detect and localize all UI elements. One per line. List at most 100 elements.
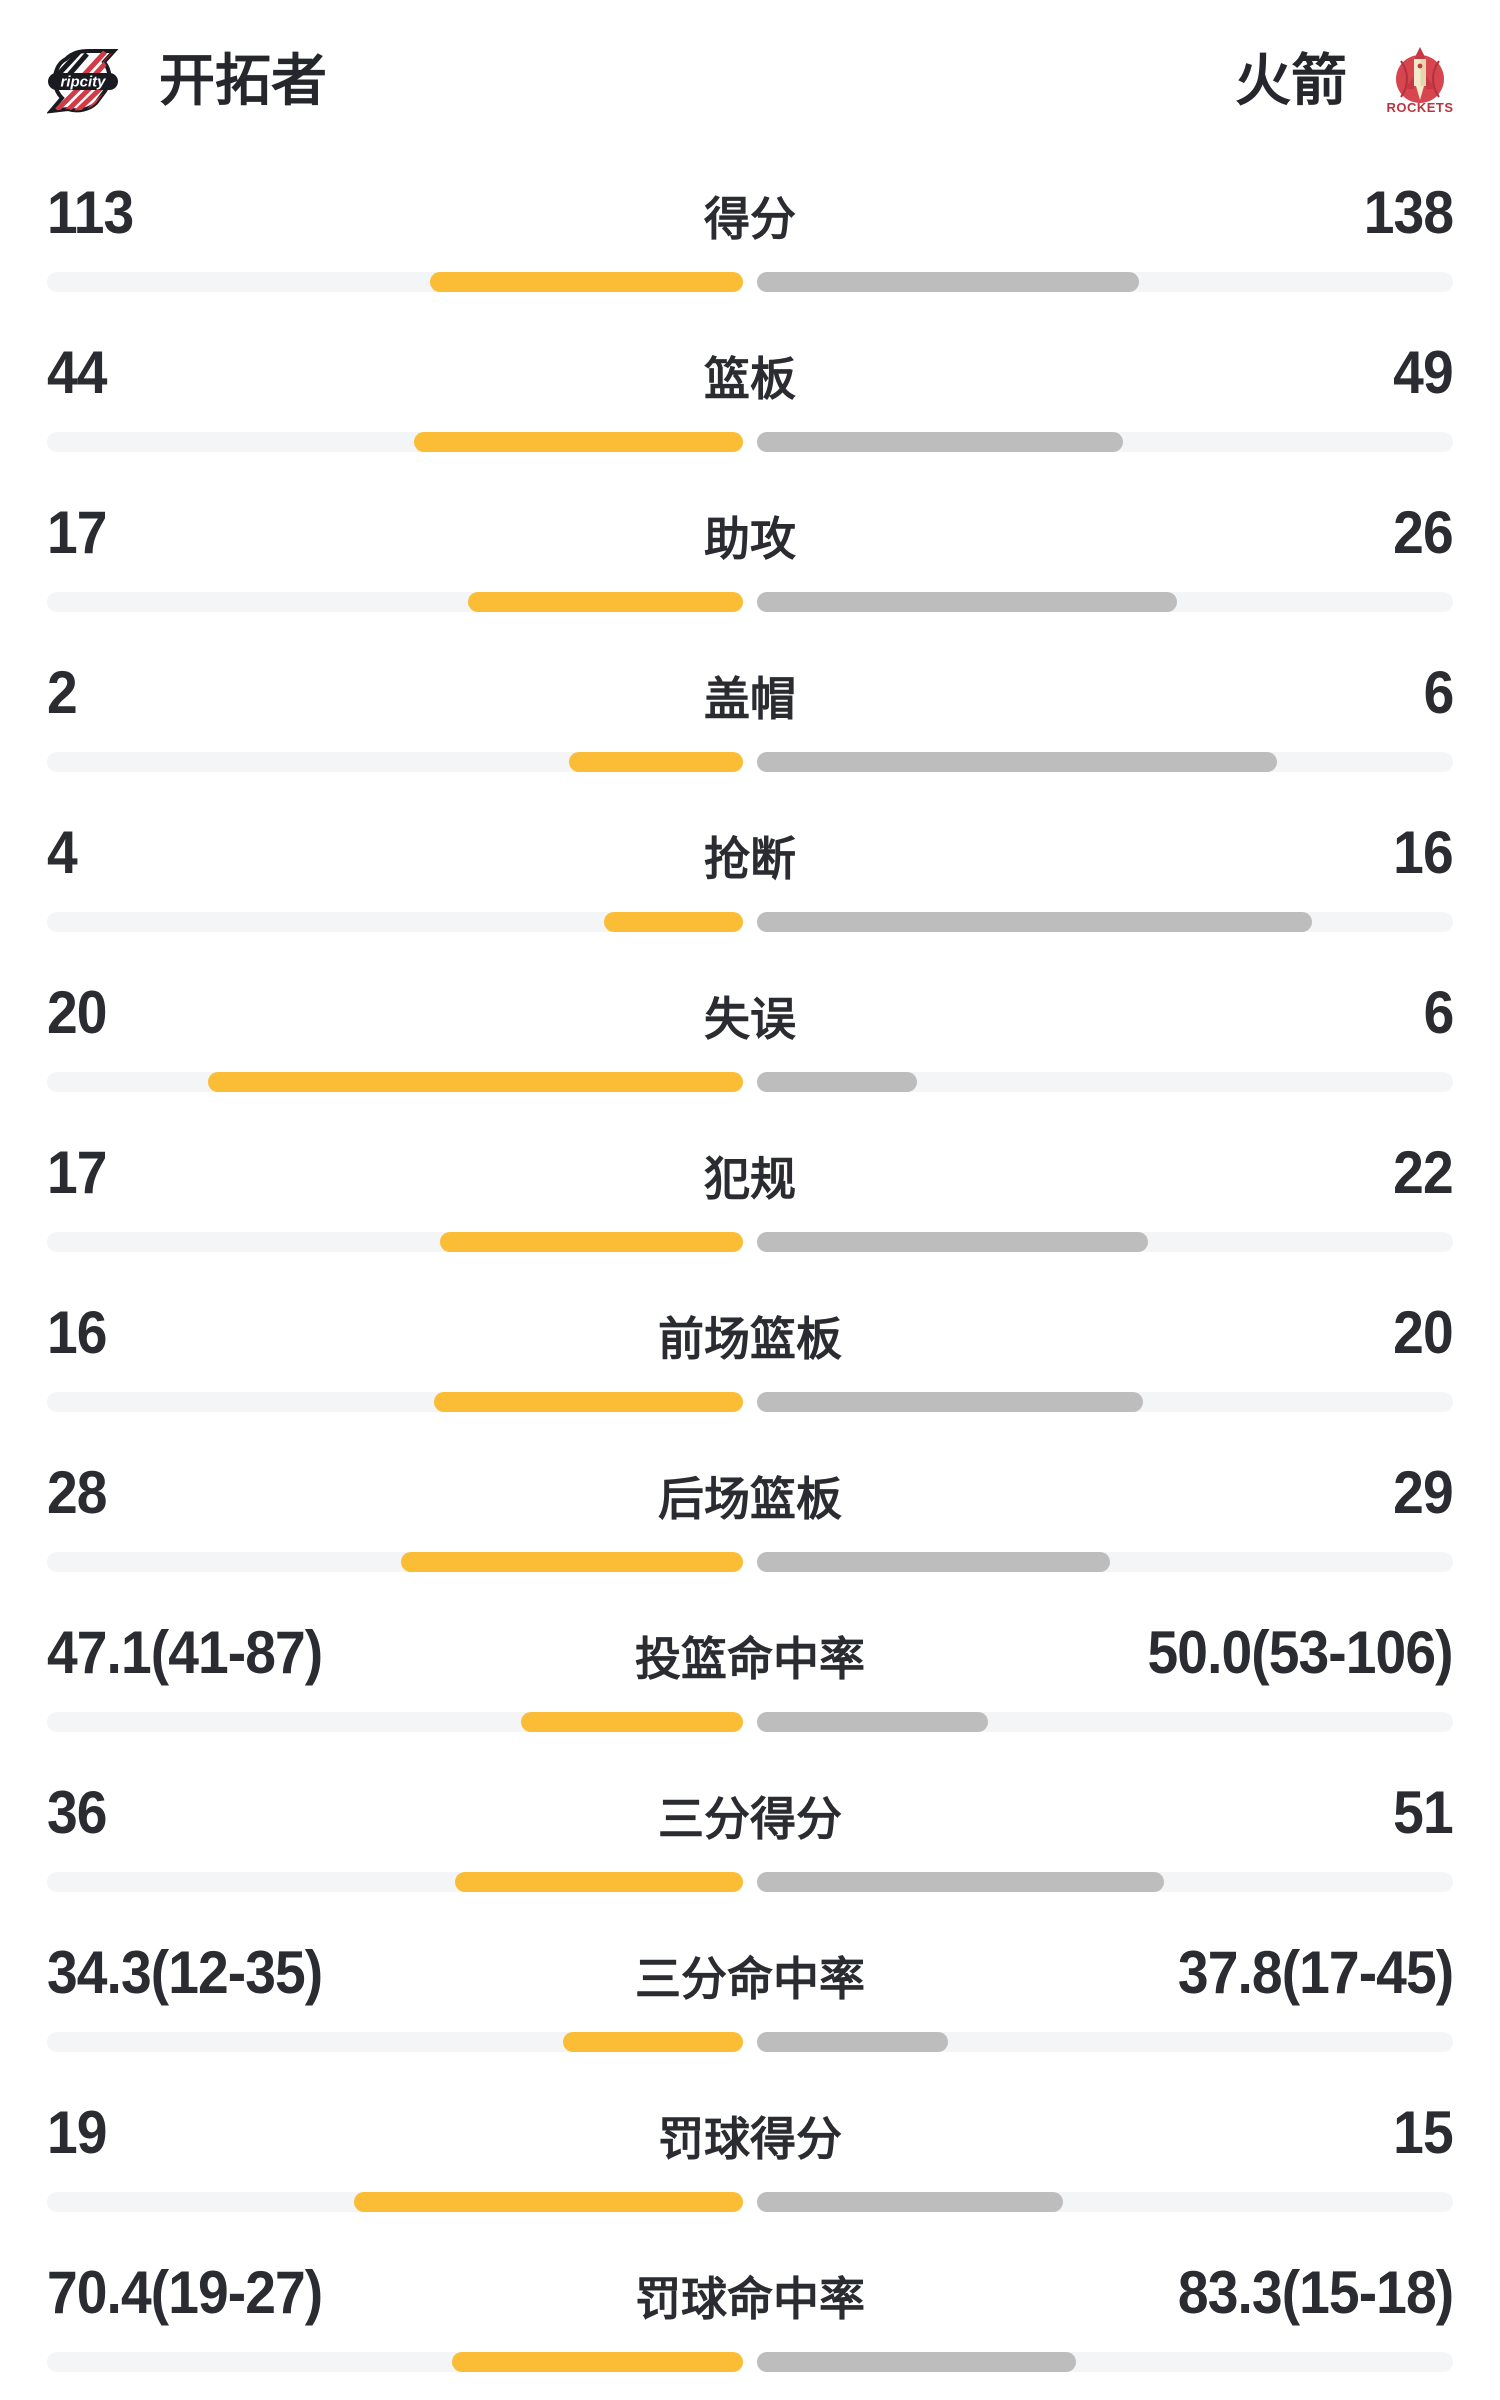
header: ripcity 开拓者 火箭 ROCKETS [47,44,1453,118]
right-team-value: 22 [1393,1139,1453,1206]
stat-bar-track [47,1552,1453,1572]
left-bar-track [47,912,743,932]
left-team-bar [433,1392,743,1412]
right-bar-track [757,1872,1453,1892]
stat-row: 28 后场篮板 29 [47,1420,1454,1580]
right-team-bar [757,1232,1149,1252]
right-team-bar [757,1392,1144,1412]
left-bar-track [47,272,743,292]
stat-label: 前场篮板 [658,1313,842,1365]
right-team-value: 51 [1393,1779,1453,1846]
stat-row: 20 失误 6 [47,940,1454,1100]
right-team-bar [757,1552,1110,1572]
right-team-bar [757,1712,989,1732]
right-team-header[interactable]: 火箭 ROCKETS [1235,44,1453,118]
left-team-value: 20 [47,979,107,1046]
right-team-value: 138 [1363,179,1454,246]
stat-bar-track [47,432,1453,452]
left-team-bar [468,592,743,612]
right-bar-track [757,2032,1453,2052]
stat-row: 36 三分得分 51 [47,1740,1454,1900]
stat-label: 投篮命中率 [635,1633,865,1685]
stat-row: 34.3(12-35) 三分命中率 37.8(17-45) [47,1900,1454,2060]
right-team-bar [757,432,1124,452]
left-bar-track [47,752,743,772]
stat-row: 70.4(19-27) 罚球命中率 83.3(15-18) [47,2220,1454,2380]
right-bar-track [757,1392,1453,1412]
right-team-value: 6 [1423,659,1454,726]
right-team-value: 83.3(15-18) [1177,2259,1454,2326]
right-team-value: 29 [1393,1459,1453,1526]
stat-bar-track [47,752,1453,772]
right-team-value: 50.0(53-106) [1147,1619,1454,1686]
right-bar-track [757,1552,1453,1572]
right-team-bar [757,2352,1076,2372]
right-team-value: 20 [1393,1299,1453,1366]
left-team-bar [452,2352,743,2372]
rockets-logo-icon: ROCKETS [1387,47,1453,115]
stat-bar-track [47,1232,1453,1252]
left-bar-track [47,1552,743,1572]
right-bar-track [757,1712,1453,1732]
left-team-bar [520,1712,743,1732]
stat-label: 罚球命中率 [635,2273,865,2325]
left-team-bar [439,1232,743,1252]
stat-row: 113 得分 138 [47,140,1454,300]
left-team-value: 2 [47,659,78,726]
left-team-value: 17 [47,499,107,566]
stat-row: 4 抢断 16 [47,780,1454,940]
left-bar-track [47,1392,743,1412]
left-team-value: 16 [47,1299,107,1366]
stat-row: 16 前场篮板 20 [47,1260,1454,1420]
left-team-header[interactable]: ripcity 开拓者 [47,44,327,118]
left-team-value: 113 [47,179,134,246]
right-team-bar [757,272,1140,292]
stat-label: 三分得分 [658,1793,842,1845]
left-bar-track [47,592,743,612]
left-team-value: 34.3(12-35) [47,1939,323,2006]
left-team-bar [569,752,743,772]
stat-bar-track [47,1712,1453,1732]
left-team-name: 开拓者 [159,49,327,112]
left-team-bar [603,912,743,932]
left-bar-track [47,2192,743,2212]
right-team-bar [757,1872,1165,1892]
right-team-name: 火箭 [1235,49,1347,112]
stat-row: 2 盖帽 6 [47,620,1454,780]
stat-row: 17 犯规 22 [47,1100,1454,1260]
left-team-value: 4 [47,819,78,886]
stat-row: 44 篮板 49 [47,300,1454,460]
left-team-value: 36 [47,1779,107,1846]
stat-label: 失误 [704,993,796,1045]
right-bar-track [757,2192,1453,2212]
stat-label: 得分 [704,193,796,245]
stat-bar-track [47,2032,1453,2052]
stat-label: 犯规 [704,1153,796,1205]
left-bar-track [47,2352,743,2372]
right-team-value: 49 [1393,339,1453,406]
rockets-wordmark: ROCKETS [1387,100,1453,115]
left-team-value: 17 [47,1139,107,1206]
right-bar-track [757,1072,1453,1092]
left-bar-track [47,432,743,452]
right-bar-track [757,432,1453,452]
stat-label: 抢断 [704,833,796,885]
stat-row: 17 助攻 26 [47,460,1454,620]
right-team-bar [757,752,1277,772]
right-bar-track [757,592,1453,612]
left-bar-track [47,2032,743,2052]
left-team-bar [454,1872,743,1892]
ripcity-wordmark: ripcity [60,74,106,91]
left-team-value: 28 [47,1459,107,1526]
right-team-value: 37.8(17-45) [1177,1939,1454,2006]
stat-label: 后场篮板 [658,1473,842,1525]
right-team-bar [757,592,1177,612]
stats-list: 113 得分 138 44 篮板 49 17 助攻 26 [47,140,1454,2380]
right-team-bar [757,2192,1064,2212]
stat-label: 篮板 [704,353,796,405]
stat-bar-track [47,1072,1453,1092]
right-team-bar [757,912,1312,932]
left-bar-track [47,1232,743,1252]
left-team-bar [429,272,743,292]
